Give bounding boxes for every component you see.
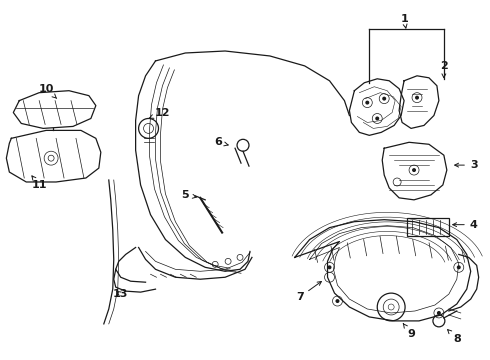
Circle shape [457,265,461,269]
Circle shape [382,96,386,100]
Text: 13: 13 [113,289,128,299]
Text: 2: 2 [440,61,448,78]
Circle shape [415,96,419,100]
Text: 12: 12 [149,108,170,118]
Text: 5: 5 [181,190,196,200]
Circle shape [327,265,332,269]
Text: 3: 3 [455,160,478,170]
Circle shape [412,168,416,172]
Circle shape [366,100,369,105]
Circle shape [375,117,379,121]
Text: 8: 8 [447,329,461,344]
Text: 4: 4 [453,220,478,230]
Text: 7: 7 [296,282,321,302]
Text: 10: 10 [38,84,57,98]
Text: 11: 11 [31,176,47,190]
Text: 6: 6 [214,137,228,147]
Circle shape [437,311,441,315]
Circle shape [336,299,340,303]
Text: 1: 1 [400,14,408,28]
Text: 9: 9 [403,324,415,339]
